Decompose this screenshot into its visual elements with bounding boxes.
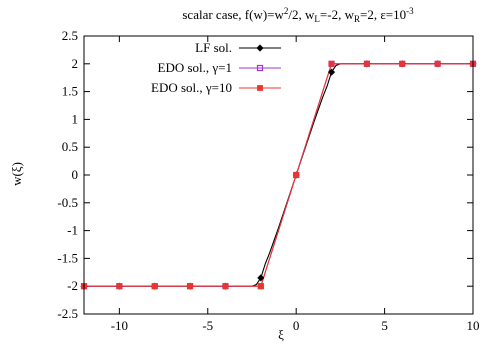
axis-ticks: -2.5 -2 -1.5 -1 -0.5 0 0.5 1 1.5 2 2.5 -10 -5 0 5 10: [57, 28, 479, 333]
series-3-point: [222, 283, 229, 290]
series-3-point: [257, 283, 264, 290]
y-tick-label: 0: [72, 167, 79, 182]
y-tick-label: 0.5: [62, 139, 78, 154]
series-3-point: [293, 172, 300, 178]
y-tick-label: -0.5: [57, 195, 78, 210]
x-tick-label: 10: [467, 318, 480, 333]
legend-label-3: EDO sol., γ=10: [151, 80, 232, 95]
series-lines: [84, 63, 473, 287]
y-tick-label: -1: [67, 223, 78, 238]
y-tick-label: 1.5: [62, 84, 78, 99]
y-tick-label: 2.5: [62, 28, 78, 43]
legend-label-1: LF sol.: [195, 40, 232, 55]
series-3-point: [399, 60, 406, 67]
y-tick-label: -2.5: [57, 306, 78, 321]
series-line-2: [84, 63, 473, 287]
series-line-3: [84, 63, 473, 287]
legend: LF sol. EDO sol., γ=1 EDO sol., γ=10: [151, 40, 281, 95]
legend-marker-2: [256, 64, 264, 72]
x-tick-label: 0: [293, 318, 300, 333]
series-3-point: [187, 283, 193, 290]
y-tick-label: -1.5: [57, 250, 78, 265]
series-line-1: [84, 63, 473, 287]
series-1-point: [327, 68, 336, 76]
series-3-point: [116, 283, 123, 290]
chart-title: scalar case, f(w)=w2/2, wL=-2, wR=2, ε=1…: [182, 6, 414, 24]
y-axis-label: w(ξ): [9, 162, 24, 186]
y-tick-label: -2: [67, 278, 78, 293]
series-1-point: [257, 274, 265, 282]
y-tick-label: 2: [72, 56, 79, 71]
plot-frame: [83, 35, 474, 315]
series-3-point: [434, 60, 441, 67]
series-3-point: [151, 283, 158, 290]
x-tick-label: -10: [111, 318, 128, 333]
series-markers: [80, 60, 477, 290]
x-axis-label: ξ: [278, 327, 284, 342]
legend-marker-1: [256, 44, 264, 52]
x-tick-label: -5: [202, 318, 213, 333]
y-tick-label: 1: [72, 111, 79, 126]
legend-label-2: EDO sol., γ=1: [158, 60, 232, 75]
series-3-point: [364, 60, 370, 67]
legend-marker-3: [257, 85, 263, 91]
series-3-point: [328, 60, 335, 67]
x-tick-label: 5: [381, 318, 388, 333]
